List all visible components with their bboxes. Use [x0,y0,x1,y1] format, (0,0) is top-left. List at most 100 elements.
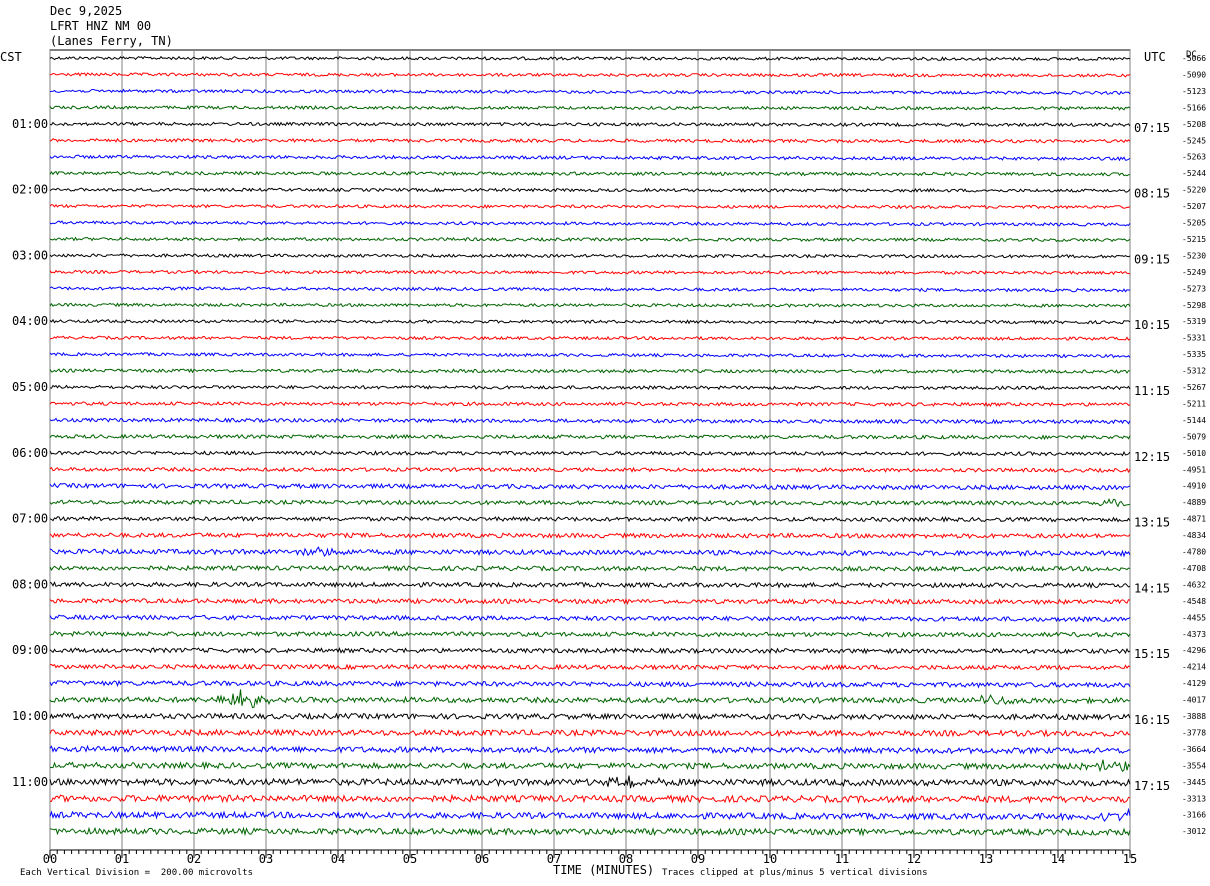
dc-offset-label: -5319 [1182,317,1206,326]
trace-line [49,417,1131,425]
cst-label: CST [0,50,22,64]
utc-hour-label: 16:15 [1134,713,1170,727]
dc-offset-label: -3888 [1182,712,1206,721]
dc-offset-label: -3554 [1182,761,1206,770]
dc-offset-label: -4017 [1182,696,1206,705]
trace-line [49,269,1131,276]
cst-hour-label: 06:00 [12,446,48,460]
cst-hour-label: 08:00 [12,577,48,591]
x-axis-title: TIME (MINUTES) [553,863,655,877]
trace-line [49,302,1131,309]
trace-line [49,220,1131,227]
trace-line [49,187,1131,193]
trace-line [49,775,1131,789]
trace-line [49,154,1131,162]
trace-line [49,581,1131,590]
dc-offset-label: -3778 [1182,728,1206,737]
dc-offset-label: -4871 [1182,515,1206,524]
x-tick-label: 03 [259,852,273,866]
cst-hour-label: 11:00 [12,775,48,789]
dc-offset-label: -3445 [1182,778,1206,787]
trace-line [49,88,1131,95]
header-date: Dec 9,2025 [50,4,123,18]
cst-hour-label: 02:00 [12,183,48,197]
dc-offset-label: -4780 [1182,548,1206,557]
utc-hour-label: 09:15 [1134,252,1170,266]
trace-line [49,728,1131,738]
dc-offset-label: -4296 [1182,646,1206,655]
dc-offset-label: -4708 [1182,564,1206,573]
dc-offset-label: -5205 [1182,219,1206,228]
trace-line [49,546,1131,558]
x-tick-label: 15 [1123,852,1137,866]
x-tick-label: 13 [979,852,993,866]
utc-hour-label: 14:15 [1134,581,1170,595]
trace-line [49,531,1131,540]
trace-line [49,450,1131,457]
trace-line [49,497,1131,508]
dc-offset-label: -4632 [1182,580,1206,589]
trace-line [49,630,1131,638]
trace-line [49,564,1131,573]
dc-offset-label: -5079 [1182,432,1206,441]
dc-offset-label: -5144 [1182,416,1206,425]
x-tick-label: 01 [115,852,129,866]
x-tick-label: 14 [1051,852,1065,866]
trace-line [49,104,1131,111]
trace-line [49,72,1131,78]
dc-offset-label: -5066 [1182,54,1206,63]
trace-line [49,137,1131,144]
x-tick-label: 04 [331,852,345,866]
dc-offset-label: -4910 [1182,482,1206,491]
utc-hour-label: 12:15 [1134,450,1170,464]
trace-line [49,253,1131,259]
trace-line [49,807,1131,822]
x-tick-label: 11 [835,852,849,866]
dc-offset-label: -4951 [1182,465,1206,474]
cst-hour-label: 07:00 [12,512,48,526]
x-tick-label: 09 [691,852,705,866]
utc-label: UTC [1144,50,1166,64]
dc-offset-label: -4834 [1182,531,1206,540]
trace-line [49,793,1131,804]
trace-line [49,466,1131,474]
trace-line [49,203,1131,210]
trace-line [49,368,1131,374]
utc-hour-label: 08:15 [1134,187,1170,201]
dc-offset-label: -3012 [1182,827,1206,836]
dc-label: DC [1186,50,1197,60]
dc-offset-label: -5335 [1182,350,1206,359]
trace-line [49,318,1131,325]
x-tick-label: 05 [403,852,417,866]
trace-line [49,55,1131,62]
dc-offset-label: -4373 [1182,630,1206,639]
x-tick-label: 07 [547,852,561,866]
trace-line [49,679,1131,689]
dc-offset-label: -5331 [1182,334,1206,343]
dc-offset-label: -5249 [1182,268,1206,277]
trace-line [49,826,1131,837]
cst-hour-label: 10:00 [12,709,48,723]
trace-line [49,712,1131,721]
dc-offset-label: -4455 [1182,613,1206,622]
trace-line [49,663,1131,671]
utc-hour-label: 15:15 [1134,647,1170,661]
trace-line [49,121,1131,128]
dc-offset-label: -5220 [1182,186,1206,195]
utc-hour-label: 07:15 [1134,121,1170,135]
scale-note: Each Vertical Division = 200.00 microvol… [20,868,253,878]
trace-line [49,170,1131,177]
x-tick-label: 12 [907,852,921,866]
dc-offset-label: -5267 [1182,383,1206,392]
plot-frame [49,49,1131,851]
dc-offset-label: -5123 [1182,87,1206,96]
trace-line [49,759,1131,773]
trace-line [49,689,1131,709]
header-location: (Lanes Ferry, TN) [50,34,173,48]
axis-labels: -5066 -5090 -5123 -5166 -5208 -5245 -5263 -5244… [12,54,1206,866]
dc-offset-label: -5245 [1182,136,1206,145]
dc-offset-label: -5207 [1182,202,1206,211]
trace-line [49,351,1131,359]
dc-offset-label: -3313 [1182,794,1206,803]
